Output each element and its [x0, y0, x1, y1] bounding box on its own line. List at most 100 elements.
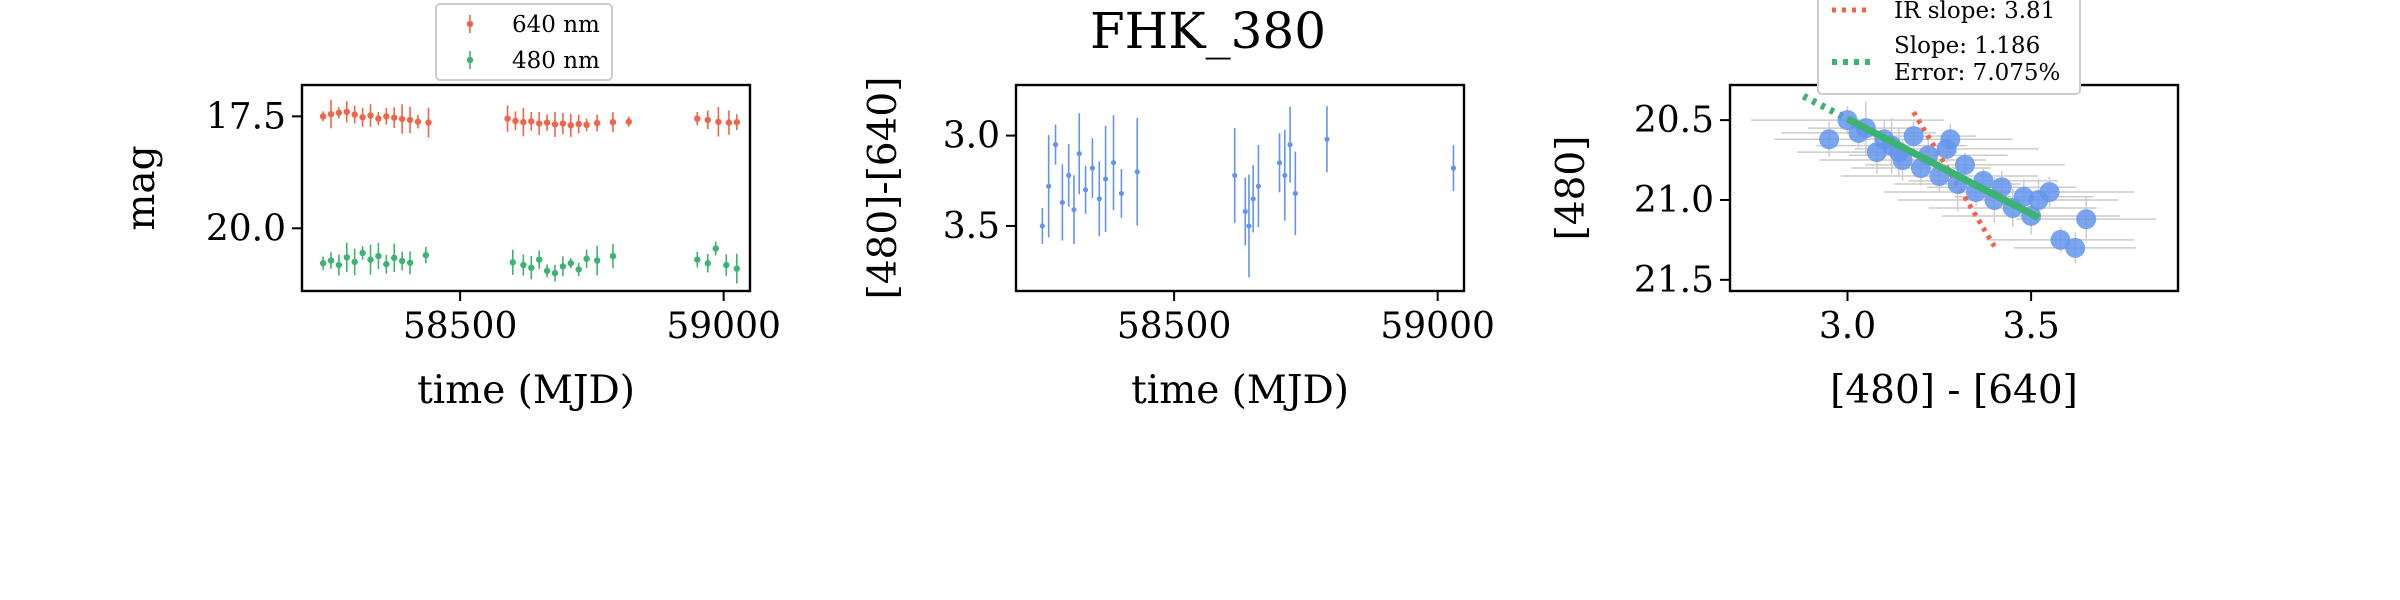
- data-point: [694, 256, 701, 263]
- data-point: [1903, 126, 1924, 147]
- legend-label: Slope: 1.186: [1894, 33, 2040, 59]
- data-point: [406, 259, 414, 266]
- data-point: [712, 245, 719, 252]
- data-point: [535, 256, 543, 263]
- data-point: [704, 260, 712, 267]
- data-point: [1082, 187, 1089, 193]
- data-point: [383, 260, 390, 268]
- data-point: [1118, 190, 1125, 197]
- data-point: [351, 258, 358, 266]
- data-point: [1232, 172, 1238, 178]
- data-point: [327, 257, 335, 264]
- panel-2: 58500 59000 3.0 3.5 time (MJD) [480]-[640]: [861, 77, 1495, 413]
- legend-box: [1817, 0, 2081, 95]
- data-point: [391, 254, 398, 262]
- data-point: [391, 114, 398, 121]
- data-point: [551, 269, 559, 277]
- legend-label: 640 nm: [512, 12, 600, 38]
- data-point: [520, 118, 527, 126]
- x-tick-label: 3.5: [2002, 306, 2059, 347]
- data-point: [2065, 237, 2086, 258]
- data-point: [509, 259, 517, 266]
- data-point: [367, 112, 374, 119]
- data-point: [528, 118, 535, 125]
- data-point: [1046, 183, 1052, 189]
- data-point: [425, 119, 432, 126]
- data-point: [414, 118, 422, 125]
- data-point: [528, 264, 535, 271]
- data-point: [543, 267, 551, 275]
- data-point: [1255, 183, 1262, 189]
- data-point: [1940, 129, 1961, 150]
- data-point: [551, 121, 559, 128]
- legend-label: IR slope: 3.81: [1894, 0, 2055, 24]
- data-point: [1134, 169, 1140, 175]
- x-axis-label: [480] - [640]: [1830, 368, 2078, 413]
- data-point: [567, 260, 574, 267]
- data-point: [1076, 151, 1082, 157]
- x-tick-label: 59000: [666, 306, 781, 347]
- figure-title: FHK_380: [1090, 2, 1326, 60]
- y-tick-label: 21.5: [1634, 260, 1714, 301]
- fit-line-solid: [1845, 115, 2041, 221]
- data-point: [715, 118, 722, 125]
- data-point: [375, 252, 382, 260]
- data-point: [343, 254, 350, 261]
- y-tick-label: 20.0: [206, 208, 286, 249]
- y-tick-label: 3.0: [943, 116, 1000, 157]
- y-tick-label: 21.0: [1634, 180, 1714, 221]
- data-point: [2076, 209, 2097, 230]
- data-point: [351, 111, 358, 118]
- data-point: [504, 115, 511, 122]
- y-tick-label: 17.5: [206, 96, 286, 137]
- data-point: [575, 120, 582, 128]
- y-axis-label: [480]-[640]: [861, 77, 906, 300]
- x-axis-label: time (MJD): [1131, 368, 1349, 413]
- data-point: [359, 249, 366, 257]
- data-point: [583, 255, 590, 262]
- data-point: [319, 113, 327, 120]
- legend-label: Error: 7.075%: [1894, 60, 2060, 86]
- data-point: [1819, 129, 1840, 150]
- data-point: [1324, 136, 1330, 142]
- data-point: [609, 118, 617, 126]
- data-point: [1059, 199, 1065, 206]
- data-point: [1242, 208, 1248, 215]
- data-point: [593, 119, 601, 127]
- data-point: [723, 261, 730, 269]
- x-tick-label: 58500: [1117, 306, 1232, 347]
- y-axis-label: [480]: [1549, 136, 1594, 241]
- data-point: [1450, 165, 1457, 171]
- data-point: [1292, 190, 1298, 197]
- data-point: [733, 118, 741, 126]
- data-point: [1955, 154, 1976, 175]
- data-point: [704, 116, 712, 124]
- data-point: [1039, 223, 1045, 229]
- data-point: [520, 261, 527, 269]
- data-point: [512, 117, 519, 125]
- data-point: [1246, 223, 1252, 229]
- axes-frame: [300, 83, 752, 293]
- x-axis-label: time (MJD): [417, 368, 635, 413]
- plot-area: [1039, 106, 1457, 278]
- data-point: [1103, 176, 1109, 182]
- data-point: [733, 265, 741, 272]
- data-point: [694, 115, 701, 122]
- legend-marker: [466, 56, 474, 64]
- data-point: [575, 266, 582, 273]
- data-point: [2050, 229, 2071, 250]
- data-point: [535, 120, 543, 127]
- data-point: [1071, 207, 1077, 213]
- x-tick-label: 59000: [1380, 306, 1495, 347]
- data-point: [1250, 196, 1256, 202]
- data-point: [359, 114, 366, 121]
- legend-panel-1: 640 nm 480 nm: [435, 3, 613, 81]
- data-point: [1066, 172, 1072, 178]
- y-tick-label: 3.5: [943, 206, 1000, 247]
- data-point: [1276, 160, 1283, 166]
- data-point: [422, 251, 430, 259]
- axes-frame: [1014, 83, 1466, 293]
- panel-3: 3.0 3.5 20.5 21.0 21.5 [480] - [640] [480]: [1549, 83, 2180, 413]
